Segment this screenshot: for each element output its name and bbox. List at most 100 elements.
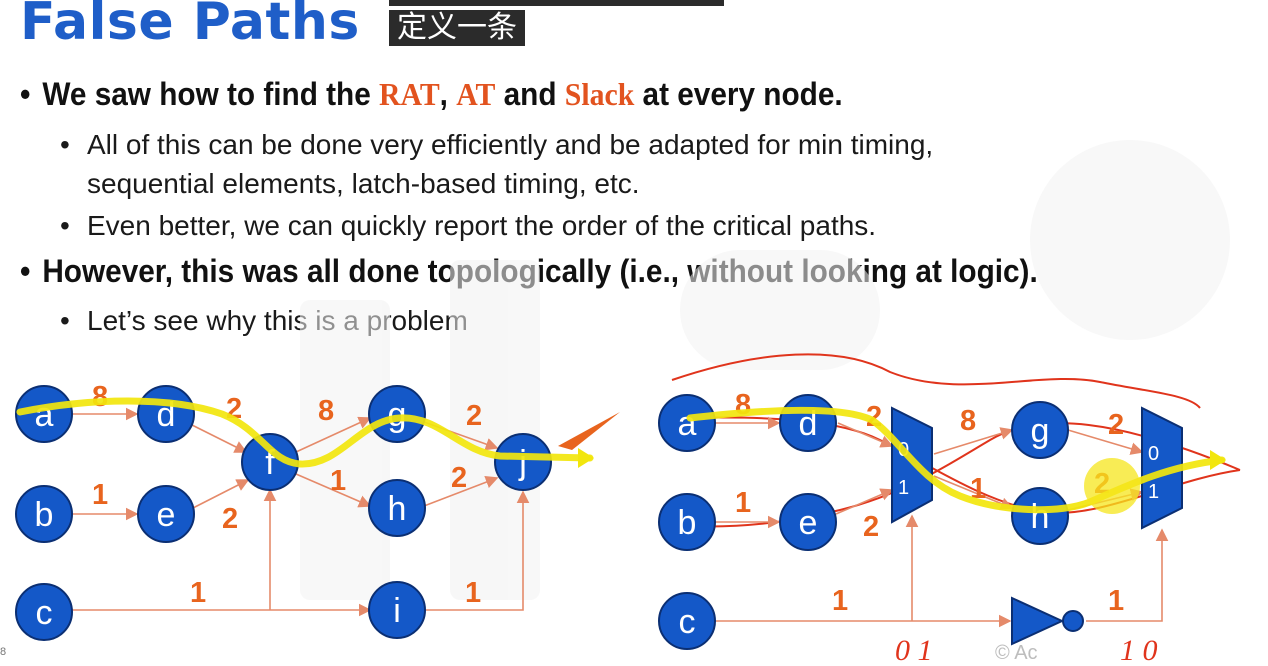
term-at: AT (456, 76, 496, 112)
rnode-b (658, 493, 716, 551)
weight-f-g: 8 (318, 395, 334, 427)
bullet-sub-3: • Let’s see why this is a problem (60, 305, 468, 337)
edge-rd-mux1 (837, 422, 894, 448)
term-rat: RAT (379, 76, 440, 112)
node-b-label: b (35, 496, 54, 534)
node-i-label: i (393, 592, 401, 630)
node-a-label: a (35, 396, 54, 434)
rnode-a (658, 394, 716, 452)
slide-title: False Paths (20, 0, 360, 52)
edge-e-f (192, 479, 250, 509)
node-f-label: f (265, 444, 275, 482)
weight-i-j: 1 (465, 577, 481, 609)
b1-comma: , (439, 76, 457, 112)
edge-mux1-g (933, 427, 1014, 455)
mux-2-input-0: 0 (1148, 443, 1159, 465)
right-timing-graph: 0 1 0 1 a b c d e g h 8 2 8 2 1 2 1 2 1 … (658, 353, 1241, 666)
rweight-c-inv: 1 (832, 585, 848, 617)
rnode-c-label: c (679, 603, 696, 641)
rnode-c (658, 592, 716, 650)
laser-pointer-mark (558, 412, 620, 450)
term-slack: Slack (564, 76, 635, 112)
handwritten-bits-left: 0 1 (895, 634, 933, 666)
bullet-dot: • (20, 76, 31, 112)
rnode-d-label: d (799, 405, 818, 443)
rnode-e-label: e (799, 504, 818, 542)
b2-sub1: Let’s see why this is a problem (87, 305, 468, 336)
left-timing-graph: a b c d e f g h i j 8 2 8 2 1 2 1 2 1 1 (15, 381, 620, 641)
rweight-mux-g: 8 (960, 405, 976, 437)
bullet-dot: • (20, 253, 31, 289)
bullet-dot: • (60, 305, 70, 336)
node-g (368, 385, 426, 443)
weight-h-j: 2 (451, 462, 467, 494)
node-c-label: c (36, 594, 53, 632)
b1-sub2: Even better, we can quickly report the o… (87, 210, 877, 241)
weight-a-d: 8 (92, 381, 108, 413)
bullet-sub-1: • All of this can be done very efficientl… (60, 129, 933, 161)
bullet-main-1: • We saw how to find the RAT, AT and Slac… (20, 76, 843, 113)
rnode-e (779, 493, 837, 551)
b1-sub1-line2: sequential elements, latch-based timing,… (87, 168, 640, 199)
b1-and: and (495, 76, 565, 112)
page-number: 8 (0, 646, 6, 658)
node-j-label: j (518, 444, 527, 482)
bullet-dot: • (60, 210, 70, 241)
edge-h-j (423, 476, 499, 507)
node-b (15, 485, 73, 543)
b1-prefix: We saw how to find the (42, 76, 380, 112)
critical-path-arrowhead-left (578, 448, 594, 468)
critical-path-highlight-left (16, 397, 594, 468)
rnode-h (1011, 487, 1069, 545)
handwritten-bits-right: 1 0 (1120, 634, 1158, 666)
mux-1-input-1: 1 (898, 477, 909, 499)
mux-2-input-1: 1 (1148, 481, 1159, 503)
edge-re-mux1 (835, 488, 894, 515)
rnode-h-label: h (1031, 498, 1050, 536)
critical-path-arrowhead-right (1210, 450, 1226, 470)
b1-sub1-line1: All of this can be done very efficiently… (87, 129, 934, 160)
rweight-e-mux: 2 (863, 511, 879, 543)
node-h-label: h (388, 490, 407, 528)
rweight-g-mux: 2 (1108, 409, 1124, 441)
rnode-g (1011, 401, 1069, 459)
edge-f-g (295, 416, 372, 453)
rnode-b-label: b (678, 504, 697, 542)
edge-inv-mux2-sel (1086, 528, 1169, 622)
inverter-bubble (1062, 610, 1084, 632)
copyright-mark: © Ac (995, 642, 1038, 664)
edge-f-h (295, 473, 372, 508)
bullet-sub-2: • Even better, we can quickly report the … (60, 210, 876, 242)
rweight-mux-h: 1 (970, 473, 986, 505)
cursor-highlight-spot (1084, 458, 1140, 514)
node-e (137, 485, 195, 543)
hand-drawn-annotation-top (671, 353, 1201, 409)
weight-b-e: 1 (92, 479, 108, 511)
node-h (368, 479, 426, 537)
inverter (1011, 596, 1065, 646)
weight-e-f: 2 (222, 503, 238, 535)
background-watermark (300, 140, 1230, 600)
subtitle-overlay-cut (389, 0, 724, 6)
weight-c-i: 1 (190, 577, 206, 609)
edge-d-f (189, 423, 248, 453)
edge-i-j (426, 490, 530, 611)
mux-2 (1141, 406, 1183, 530)
rweight-b-e: 1 (735, 487, 751, 519)
edge-mux1-h (933, 475, 1014, 510)
node-a (15, 385, 73, 443)
node-j (494, 433, 552, 491)
node-c (15, 583, 73, 641)
weight-g-j: 2 (466, 400, 482, 432)
bullet-dot: • (60, 129, 70, 160)
rnode-g-label: g (1031, 412, 1050, 450)
edge-g-mux2 (1067, 429, 1144, 455)
node-i (368, 581, 426, 639)
video-subtitle: 定义一条 (389, 10, 525, 46)
rnode-a-label: a (678, 405, 697, 443)
b1-suffix: at every node. (634, 76, 843, 112)
rweight-inv-mux: 1 (1108, 585, 1124, 617)
hand-drawn-annotation-mid (659, 422, 1241, 528)
weight-f-h: 1 (330, 465, 346, 497)
